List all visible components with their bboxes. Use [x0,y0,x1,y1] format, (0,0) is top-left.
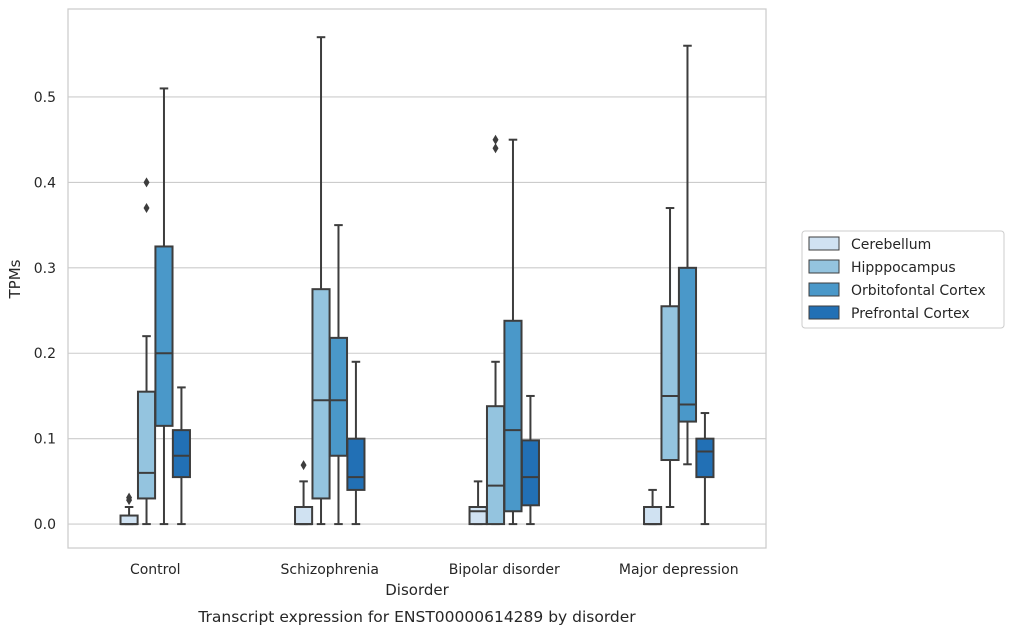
box-group [660,207,680,508]
box-body [677,266,698,423]
y-tick-label: 0.5 [34,90,56,106]
box-body [695,437,715,479]
y-tick-label: 0.3 [34,261,56,277]
box-body [520,439,540,507]
plot-frame [67,8,767,549]
box-body [154,245,174,427]
legend-label: Hipppocampus [851,260,956,276]
box-body [346,437,366,491]
box-group [136,177,157,526]
box-body [136,390,157,500]
x-tick-label: Control [130,562,181,578]
x-axis-label: Disorder [385,581,449,599]
box-group [468,480,488,526]
legend-swatch [808,259,840,274]
y-axis-label: TPMs [6,259,24,299]
box-body [643,505,663,526]
box-group [695,412,715,526]
box-body [294,505,314,526]
legend-label: Prefrontal Cortex [851,306,970,322]
x-tick-label: Major depression [619,562,739,578]
outlier-marker [143,203,150,214]
box-group [171,386,191,526]
legend-swatch [808,236,840,251]
legend-label: Orbitofontal Cortex [851,283,986,299]
box-group [503,138,523,526]
y-tick-label: 0.4 [34,175,56,191]
legend-frame [801,230,1005,329]
outlier-marker [492,143,499,154]
x-axis-ticks: Control Schizophrenia Bipolar disorder Majo… [130,562,739,578]
x-tick-label: Bipolar disorder [449,562,560,578]
legend: Cerebellum Hipppocampus Orbitofontal Corte… [801,230,1005,329]
box-body [311,288,331,500]
outlier-marker [300,460,307,471]
box-group [643,488,663,526]
box-body [328,336,349,457]
box-body [485,405,506,526]
legend-label: Cerebellum [851,237,931,253]
y-tick-label: 0.0 [34,517,56,533]
outlier-marker [492,134,499,145]
legend-swatch [808,282,840,297]
box-group [346,360,366,526]
box-body [119,514,139,526]
box-group [677,44,698,466]
box-group [328,224,349,526]
outlier-marker [143,177,150,188]
box-group [294,460,314,526]
x-tick-label: Schizophrenia [281,562,379,578]
box-group [485,134,506,526]
box-group [154,87,174,526]
y-tick-label: 0.2 [34,346,56,362]
y-axis-ticks: 0.0 0.1 0.2 0.3 0.4 0.5 [34,90,56,533]
box-group [520,394,540,526]
box-body [503,319,523,513]
figure-caption: Transcript expression for ENST0000061428… [197,608,636,626]
box-body [468,505,488,526]
box-series [119,36,715,526]
box-group [119,492,139,526]
legend-swatch [808,305,840,320]
outlier-marker [126,492,133,503]
y-tick-label: 0.1 [34,432,56,448]
box-body [660,305,680,462]
box-body [171,429,191,479]
